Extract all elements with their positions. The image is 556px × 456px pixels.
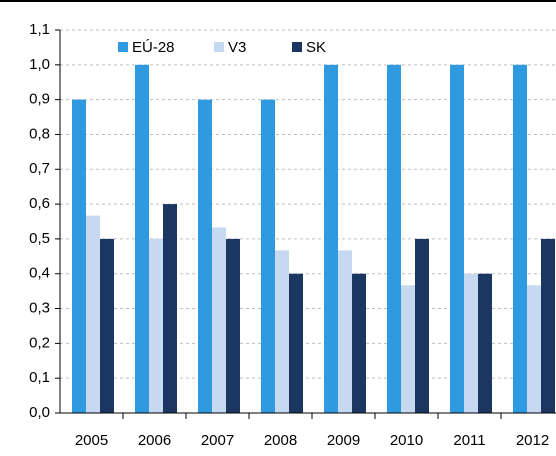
bar [163, 204, 177, 413]
x-tick-label: 2009 [327, 432, 360, 449]
bar [198, 99, 212, 414]
y-tick-label: 0,0 [29, 404, 50, 421]
y-tick-label: 0,6 [29, 195, 50, 212]
x-tick-label: 2006 [138, 432, 171, 449]
bar [478, 273, 492, 413]
legend-label: SK [306, 39, 326, 56]
bar [324, 64, 338, 414]
y-tick-label: 0,7 [29, 160, 50, 177]
bar [100, 238, 114, 413]
y-tick-label: 1,0 [29, 56, 50, 73]
y-tick-label: 0,1 [29, 369, 50, 386]
bar [261, 99, 275, 414]
x-tick-label: 2011 [453, 432, 485, 449]
bar [212, 227, 226, 413]
y-tick-label: 0,8 [29, 125, 50, 142]
legend-swatch [292, 42, 302, 52]
x-tick-label: 2008 [264, 432, 297, 449]
y-tick-label: 1,1 [29, 21, 50, 38]
bar [135, 64, 149, 414]
y-tick-label: 0,4 [29, 265, 50, 282]
bar [387, 64, 401, 414]
legend-label: V3 [228, 39, 246, 56]
bar [513, 64, 527, 414]
y-tick-label: 0,9 [29, 91, 50, 108]
legend-label: EÚ-28 [132, 39, 175, 56]
legend-swatch [214, 42, 224, 52]
bar [352, 273, 366, 413]
bar [72, 99, 86, 414]
bar [527, 285, 541, 413]
x-tick-label: 2010 [390, 432, 423, 449]
legend-swatch [118, 42, 128, 52]
bar [450, 64, 464, 414]
y-tick-label: 0,3 [29, 300, 50, 317]
bar [401, 285, 415, 413]
bar [289, 273, 303, 413]
bar [226, 238, 240, 413]
bar [464, 273, 478, 413]
bar [275, 250, 289, 413]
bar [86, 215, 100, 413]
bar [149, 238, 163, 413]
y-tick-label: 0,5 [29, 230, 50, 247]
x-tick-label: 2007 [201, 432, 234, 449]
x-tick-label: 2012 [516, 432, 549, 449]
bar [415, 238, 429, 413]
y-tick-label: 0,2 [29, 334, 50, 351]
bar [541, 238, 555, 413]
bar [338, 250, 352, 413]
x-tick-label: 2005 [75, 432, 108, 449]
